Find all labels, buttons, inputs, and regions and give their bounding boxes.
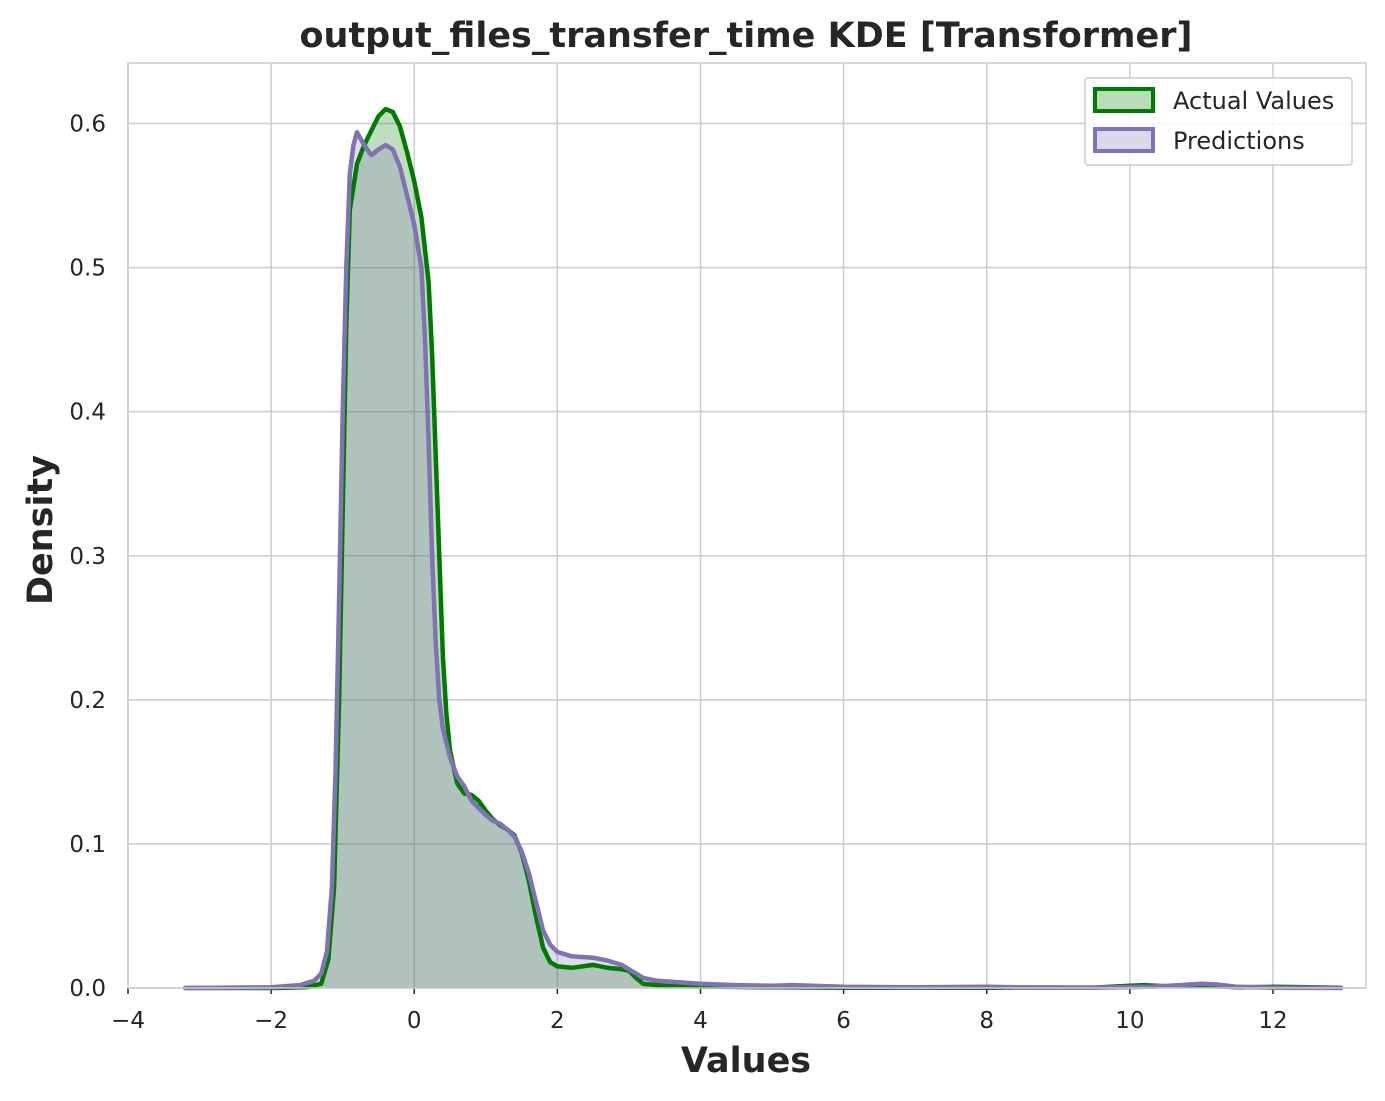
legend-label-actual-values: Actual Values [1173,87,1334,115]
legend-label-predictions: Predictions [1173,127,1305,155]
x-tick-labels: −4 −2 0 2 4 6 8 10 12 [111,1008,1288,1034]
plot-area [128,63,1366,988]
legend-swatch-actual-values [1093,87,1155,113]
legend: Actual Values Predictions [1084,77,1353,166]
y-tick-label: 0.4 [69,400,106,426]
y-axis-label: Density [21,455,61,605]
y-tick-label: 0.0 [69,976,106,1002]
x-axis-label: Values [681,1041,811,1081]
x-tick-label: 0 [407,1008,422,1034]
legend-swatch-predictions [1093,127,1155,153]
x-tick-label: 2 [550,1008,565,1034]
x-tick-label: 6 [836,1008,851,1034]
y-tick-label: 0.6 [69,112,106,138]
x-tick-label: −2 [254,1008,288,1034]
plot-frame [127,62,1367,989]
x-tick-label: 10 [1115,1008,1144,1034]
y-tick-label: 0.5 [69,256,106,282]
kde-fill-predictions [185,132,1342,988]
x-tick-label: 12 [1258,1008,1287,1034]
x-tick-label: 4 [693,1008,708,1034]
x-tick-label: 8 [979,1008,994,1034]
y-tick-labels: 0.0 0.1 0.2 0.3 0.4 0.5 0.6 [69,112,106,1002]
x-tick-label: −4 [111,1008,145,1034]
y-tick-label: 0.2 [69,688,106,714]
kde-line-predictions [182,129,1344,991]
y-tick-label: 0.1 [69,832,106,858]
y-tick-label: 0.3 [69,544,106,570]
chart-title: output_files_transfer_time KDE [Transfor… [299,16,1192,56]
kde-fill-actual-values [185,109,1342,989]
